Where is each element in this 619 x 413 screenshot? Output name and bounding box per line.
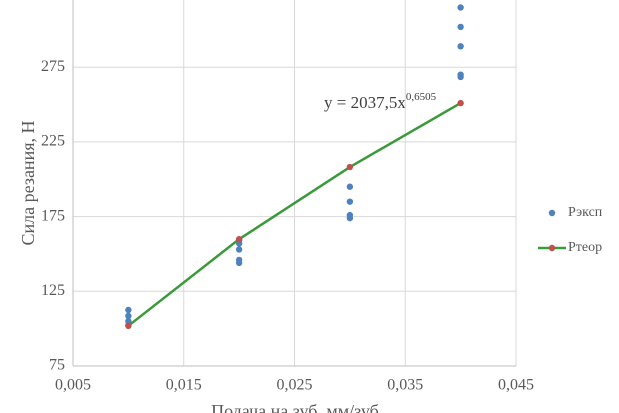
data-point <box>457 43 464 50</box>
legend-marker <box>548 244 556 252</box>
equation-exponent: 0,6505 <box>406 91 437 103</box>
data-point <box>235 235 243 243</box>
y-tick-label: 275 <box>41 58 65 75</box>
y-axis-label: Сила резания, Н <box>18 121 38 246</box>
data-point <box>125 322 132 330</box>
data-point <box>457 4 464 11</box>
data-point <box>457 23 464 31</box>
x-axis-label: Подача на зуб, мм/зуб <box>211 401 379 413</box>
data-point <box>125 312 132 320</box>
legend-label: Рэксп <box>568 205 603 220</box>
trendline-equation: y = 2037,5x0,6505 <box>324 91 437 112</box>
data-point <box>457 73 464 81</box>
data-point <box>235 259 243 267</box>
x-tick-label: 0,005 <box>55 377 91 394</box>
y-tick-label: 225 <box>41 133 65 150</box>
legend-marker <box>548 209 556 217</box>
y-tick-label: 125 <box>41 282 65 299</box>
y-tick-label: 175 <box>41 207 65 224</box>
y-tick-label: 75 <box>49 357 65 374</box>
data-point <box>125 306 132 314</box>
x-tick-label: 0,025 <box>277 377 313 394</box>
data-point <box>346 198 354 205</box>
data-point <box>346 183 354 190</box>
data-point <box>457 99 464 107</box>
x-tick-label: 0,035 <box>387 377 423 394</box>
legend-label: Ртеор <box>568 240 602 255</box>
data-point <box>346 214 354 222</box>
x-tick-label: 0,045 <box>498 377 534 394</box>
x-tick-label: 0,015 <box>166 377 202 394</box>
data-point <box>346 163 354 171</box>
equation-base: y = 2037,5x <box>324 93 406 112</box>
data-point <box>235 246 243 253</box>
series-line <box>127 101 462 327</box>
